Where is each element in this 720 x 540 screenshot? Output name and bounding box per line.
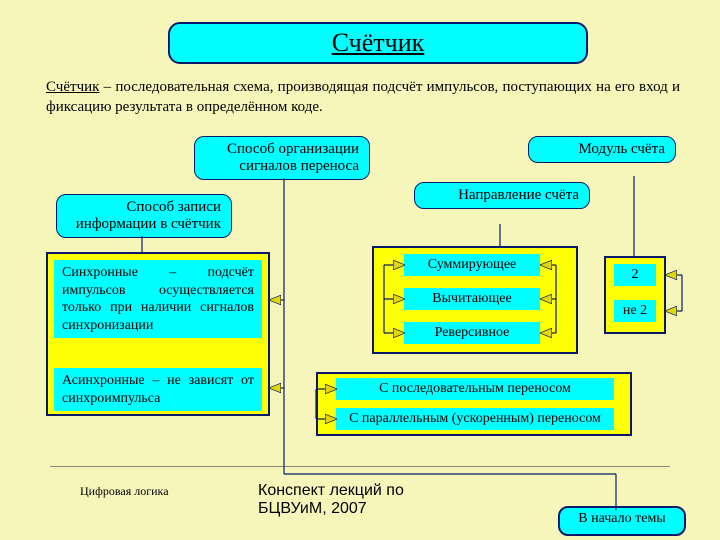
footer-left: Цифровая логика [80,484,169,499]
category-write-method: Способ записи информации в счётчик [56,194,232,238]
footer-center: Конспект лекций по БЦВУиМ, 2007 [258,482,404,518]
item-rev: Реверсивное [404,322,540,344]
item-parallel: С параллельным (ускоренным) переносом [336,408,614,430]
page-title: Счётчик [168,22,588,64]
item-serial: С последовательным переносом [336,378,614,400]
footer-center-line2: БЦВУиМ, 2007 [258,500,367,517]
footer-rule [50,466,670,467]
back-to-topic-button[interactable]: В начало темы [558,506,686,536]
item-two: 2 [614,264,656,286]
category-modulus: Модуль счёта [528,136,676,163]
definition-text: Счётчик – последовательная схема, произв… [46,78,680,117]
item-sub: Вычитающее [404,288,540,310]
item-not-two: не 2 [614,300,656,322]
item-async: Асинхронные – не зависят от синхроимпуль… [54,368,262,411]
footer-center-line1: Конспект лекций по [258,482,404,499]
item-sync: Синхронные – подсчёт импульсов осуществл… [54,260,262,338]
category-carry-method: Способ организации сигналов переноса [194,136,370,180]
item-sum: Суммирующее [404,254,540,276]
category-direction: Направление счёта [414,182,590,209]
